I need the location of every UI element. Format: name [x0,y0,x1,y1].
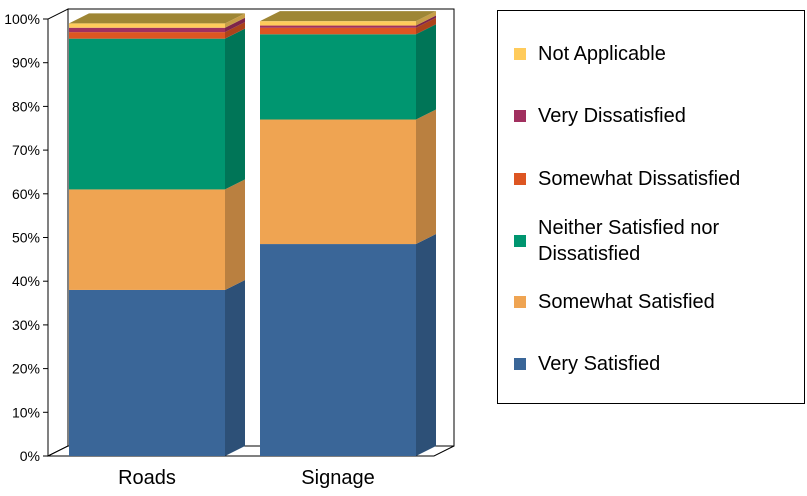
legend-item-somewhat-dissatisfied: Somewhat Dissatisfied [514,166,788,192]
bar-segment [69,32,225,39]
legend-swatch [514,235,526,247]
bar-segment-side [416,234,436,456]
bar-segment [260,34,416,120]
y-tick-label: 50% [12,230,40,246]
bar-segment [260,244,416,456]
bar-segment [260,25,416,28]
bar-top [69,13,245,24]
legend-label: Very Dissatisfied [538,105,686,127]
bar-segment-side [416,11,436,26]
bar-segment [69,27,225,33]
legend-item-somewhat-satisfied: Somewhat Satisfied [514,289,788,315]
y-tick-label: 90% [12,55,40,71]
legend: Not Applicable Very Dissatisfied Somewha… [497,10,805,404]
legend-label: Neither Satisfied nor Dissatisfied [538,217,720,265]
bar-segment-side [225,179,245,290]
left-wall [47,8,69,457]
bar-segment-side [225,22,245,39]
legend-item-very-dissatisfied: Very Dissatisfied [514,103,788,129]
y-tick-label: 0% [20,448,40,464]
bar-segment [260,21,416,26]
bar-segment [260,119,416,245]
y-tick-label: 80% [12,98,40,114]
bar-segment-side [225,13,245,28]
legend-label: Somewhat Satisfied [538,291,715,313]
legend-swatch [514,173,526,185]
bar-segment-side [416,15,436,28]
y-tick-label: 30% [12,317,40,333]
legend-item-very-satisfied: Very Satisfied [514,351,788,377]
y-tick-label: 100% [4,11,40,27]
y-tick-label: 40% [12,273,40,289]
bar-segment [69,23,225,28]
y-tick-label: 60% [12,186,40,202]
bar-segment-side [416,109,436,245]
bar-segment [260,27,416,35]
legend-swatch [514,358,526,370]
bar-segment-side [225,279,245,456]
legend-swatch [514,296,526,308]
bar-segment [69,38,225,190]
x-tick-label: Signage [301,467,374,489]
y-tick-label: 20% [12,361,40,377]
bar-segment [69,289,225,456]
legend-label: Somewhat Dissatisfied [538,168,741,190]
legend-item-neither: Neither Satisfied nor Dissatisfied [514,215,788,267]
bar-top [260,11,436,22]
y-tick-label: 10% [12,404,40,420]
bar-segment-side [225,28,245,190]
bar-segment-side [225,17,245,33]
y-tick-label: 70% [12,142,40,158]
bar-segment-side [416,24,436,120]
legend-swatch [514,110,526,122]
labels-layer: 0% 10% 20% 30% 40% 50% 60% 70% 80% 90% 100% Roads Si… [4,11,375,489]
bars-layer [69,11,436,456]
x-tick-label: Roads [118,467,176,489]
legend-swatch [514,48,526,60]
legend-label: Very Satisfied [538,353,661,375]
bar-segment-side [416,17,436,35]
legend-label: Not Applicable [538,43,666,65]
bar-segment [69,189,225,290]
legend-item-not-applicable: Not Applicable [514,41,788,67]
